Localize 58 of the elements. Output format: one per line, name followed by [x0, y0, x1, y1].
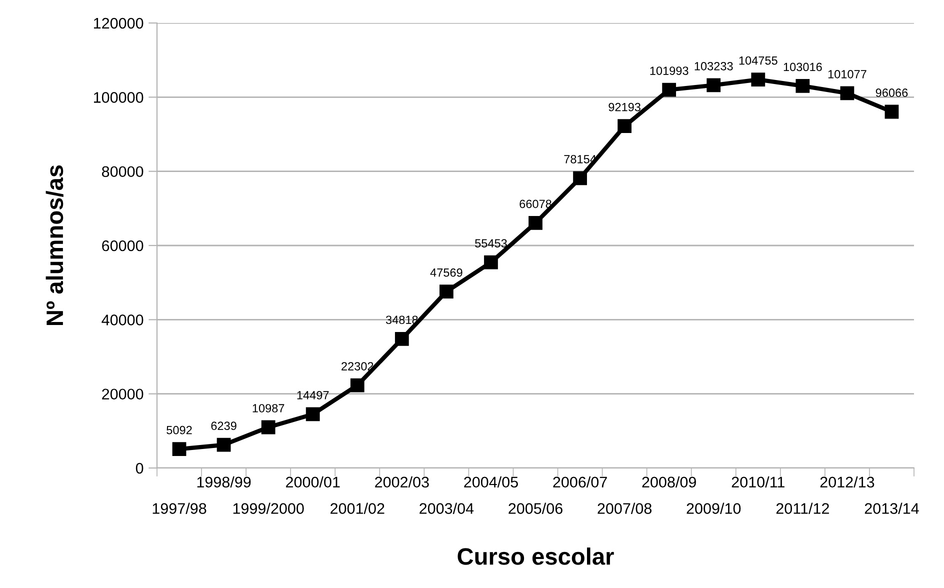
x-tick-label: 1999/2000 [233, 502, 304, 514]
y-tick-label: 100000 [94, 92, 144, 103]
data-label: 104755 [739, 56, 778, 65]
point [796, 79, 810, 93]
y-axis-title: Nº alumnos/as [46, 165, 64, 325]
y-tick-label: 80000 [102, 166, 144, 178]
point [751, 72, 766, 86]
data-label: 10987 [252, 404, 284, 412]
x-tick-label: 2007/08 [598, 502, 652, 514]
data-label: 92193 [608, 102, 640, 112]
point [216, 438, 231, 452]
point [618, 119, 632, 134]
x-tick-label: 2002/03 [375, 476, 429, 488]
data-label: 5092 [166, 426, 192, 434]
point [884, 104, 899, 119]
x-tick-label: 2005/06 [508, 502, 562, 514]
x-tick-label: 2012/13 [820, 476, 874, 488]
x-tick-label: 2010/11 [732, 476, 784, 488]
data-label: 103233 [694, 62, 733, 70]
point [350, 378, 364, 392]
data-label: 6239 [211, 422, 236, 430]
point [394, 332, 409, 346]
data-label: 103016 [784, 62, 822, 72]
x-tick-label: 2004/05 [464, 476, 518, 488]
data-label: 22302 [342, 362, 374, 370]
point [484, 255, 498, 270]
x-tick-label: 2011/12 [776, 502, 829, 514]
point [439, 284, 454, 299]
point [528, 216, 542, 230]
y-tick-label: 120000 [94, 18, 144, 29]
x-axis-title: Curso escolar [458, 548, 614, 565]
y-tick-label: 40000 [102, 314, 144, 326]
point [573, 171, 587, 186]
point [840, 86, 854, 100]
data-label: 47569 [430, 268, 462, 277]
x-tick-label: 2003/04 [420, 502, 474, 514]
x-tick-label: 2013/14 [864, 502, 919, 514]
data-label: 101077 [828, 70, 866, 78]
x-tick-label: 2006/07 [553, 476, 607, 488]
x-tick-label: 1997/98 [152, 502, 206, 514]
data-label: 55453 [475, 239, 507, 248]
data-label: 14497 [297, 391, 329, 400]
y-tick-label: 20000 [102, 388, 144, 400]
x-tick-label: 2008/09 [642, 476, 696, 488]
point [706, 78, 721, 92]
x-tick-label: 2000/01 [286, 476, 340, 488]
y-tick-label: 60000 [102, 240, 144, 252]
point [261, 420, 276, 434]
x-tick-label: 2009/10 [686, 502, 741, 514]
point [172, 442, 186, 456]
point [306, 407, 320, 422]
data-label: 101993 [650, 66, 688, 75]
x-tick-label: 2001/02 [330, 502, 384, 514]
data-label: 66078 [520, 200, 552, 208]
y-tick-label: 0 [136, 462, 144, 474]
x-tick-label: 1998/99 [197, 476, 251, 488]
point [662, 82, 676, 97]
data-label: 96066 [876, 88, 908, 97]
